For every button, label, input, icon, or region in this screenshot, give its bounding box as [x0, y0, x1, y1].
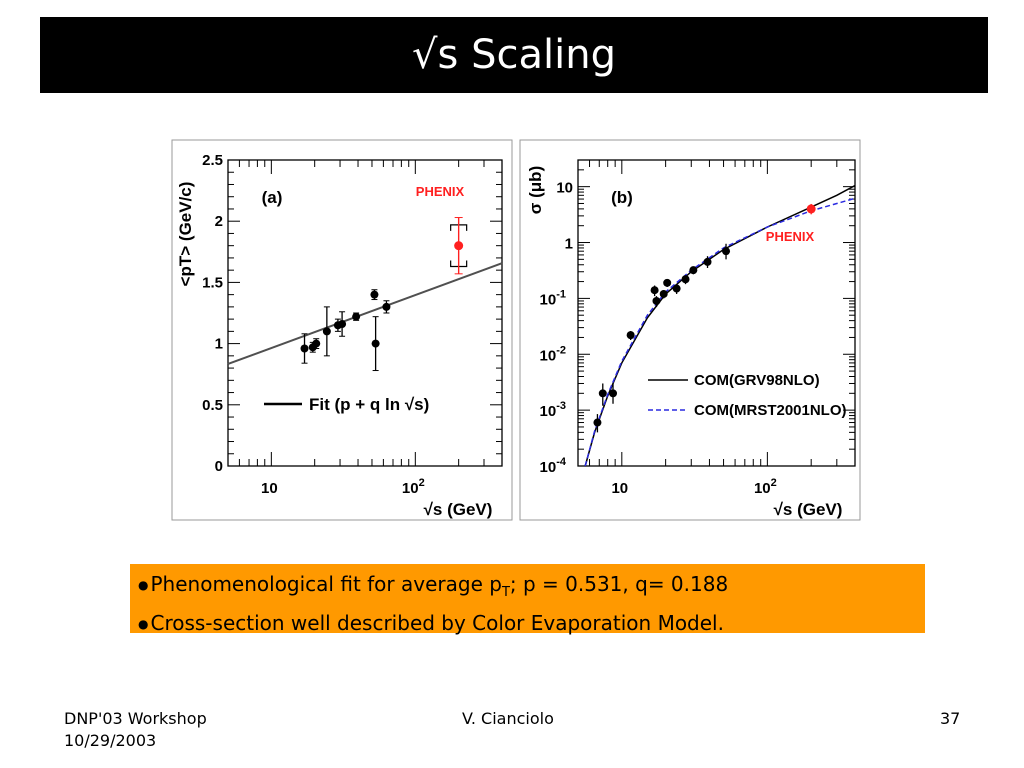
data-point — [650, 286, 659, 295]
y-axis-label: <pT> (GeV/c) — [176, 182, 195, 287]
x-axis-label: √s (GeV) — [774, 500, 843, 519]
footer-author: V. Cianciolo — [462, 709, 554, 728]
data-point — [300, 344, 309, 353]
x-tick-label: 10 — [611, 480, 628, 497]
mrst-curve — [584, 197, 855, 466]
y-tick-label: 2 — [215, 213, 223, 230]
panel-label-a: (a) — [262, 188, 283, 207]
phenix-label: PHENIX — [416, 184, 465, 199]
data-point — [338, 320, 347, 329]
data-point — [312, 339, 321, 348]
data-point — [703, 257, 712, 266]
footer-left: DNP'03 Workshop 10/29/2003 — [64, 708, 207, 752]
data-point — [663, 278, 672, 287]
phenix-point — [806, 204, 816, 214]
legend-label: Fit (p + q ln √s) — [309, 395, 429, 414]
bullet-2: ● Cross-section well described by Color E… — [138, 608, 917, 639]
panel-b: 10 10210110-110-210-310-4PHENIX(b)COM(GRV… — [519, 139, 861, 521]
slide-title: √s Scaling — [412, 32, 616, 78]
y-tick-label: 2.5 — [202, 152, 223, 169]
panel-b-axes — [577, 159, 856, 467]
data-point — [681, 275, 690, 284]
phenix-label: PHENIX — [766, 229, 815, 244]
bullet-2-text: Cross-section well described by Color Ev… — [150, 611, 724, 635]
y-axis-label: σ (μb) — [526, 166, 545, 214]
bullet-1: ● Phenomenological fit for average pT; p … — [138, 569, 917, 608]
data-point — [626, 331, 635, 340]
data-point — [659, 289, 668, 298]
data-point — [722, 247, 731, 256]
bullet-box: ● Phenomenological fit for average pT; p … — [130, 564, 925, 635]
data-point — [593, 418, 602, 427]
bullet-1-text: Phenomenological fit for average p — [150, 572, 502, 596]
y-tick-label: 1 — [215, 336, 223, 353]
y-tick-label: 0.5 — [202, 397, 223, 414]
data-point — [609, 389, 618, 398]
footer-date: 10/29/2003 — [64, 731, 157, 750]
panel-b-frame — [519, 139, 861, 521]
data-point — [352, 312, 361, 321]
panel-label-b: (b) — [611, 188, 633, 207]
data-point — [322, 327, 331, 336]
data-point — [672, 284, 681, 293]
phenix-point — [454, 241, 464, 251]
data-point — [598, 389, 607, 398]
y-tick-label: 10 — [556, 180, 573, 197]
y-tick-label: 0 — [215, 458, 223, 475]
footer-page-number: 37 — [940, 709, 961, 728]
data-point — [370, 290, 379, 299]
legend-label-grv98: COM(GRV98NLO) — [694, 372, 820, 389]
data-point — [382, 302, 391, 311]
data-point — [652, 296, 661, 305]
panel-a-axes — [227, 159, 503, 467]
title-bar: √s Scaling — [40, 17, 988, 93]
x-tick-label: 10 — [261, 480, 278, 497]
fit-line — [227, 262, 503, 365]
bullet-1-post: ; p = 0.531, q= 0.188 — [509, 572, 729, 596]
bullet-dot-icon: ● — [138, 617, 149, 631]
data-point — [689, 266, 698, 275]
legend-label-mrst: COM(MRST2001NLO) — [694, 402, 847, 419]
x-axis-label: √s (GeV) — [424, 500, 493, 519]
y-tick-label: 1.5 — [202, 274, 223, 291]
bullet-1-sub: T — [501, 585, 510, 600]
y-tick-label: 1 — [565, 236, 573, 253]
footer-event: DNP'03 Workshop — [64, 709, 207, 728]
data-point — [371, 339, 380, 348]
bullet-dot-icon: ● — [138, 578, 149, 592]
